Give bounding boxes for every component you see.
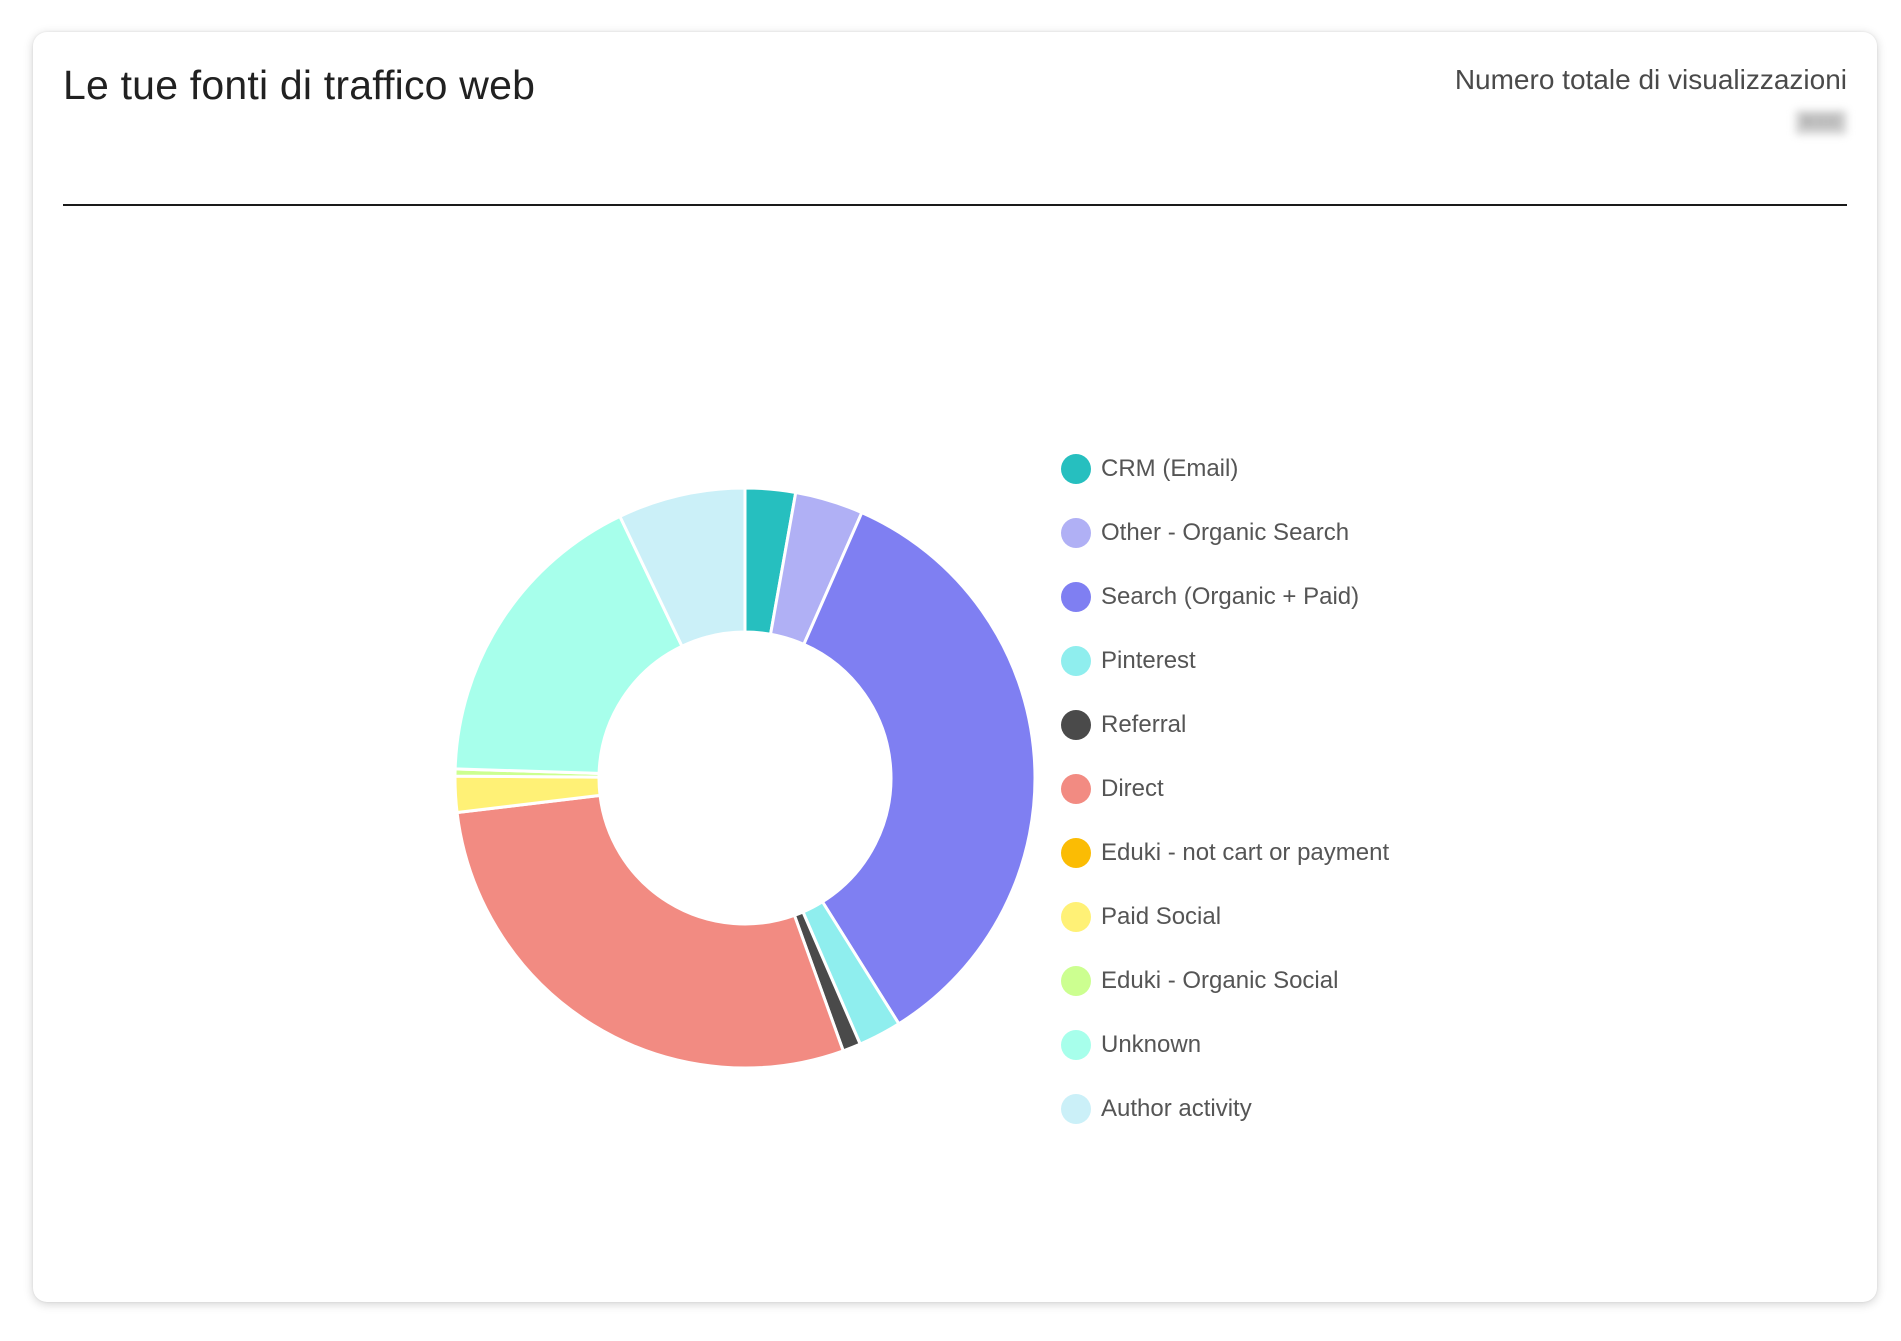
total-views-value: 8000: [1794, 110, 1847, 135]
legend-swatch: [1061, 966, 1091, 996]
legend-label: Eduki - Organic Social: [1101, 967, 1339, 994]
legend-label: CRM (Email): [1101, 455, 1239, 482]
legend-label: Other - Organic Search: [1101, 519, 1350, 546]
legend-label: Search (Organic + Paid): [1101, 583, 1360, 610]
traffic-sources-card: Le tue fonti di traffico web Numero tota…: [33, 32, 1877, 1302]
total-views-label: Numero totale di visualizzazioni: [1454, 64, 1847, 95]
legend-label: Pinterest: [1101, 647, 1196, 674]
legend-swatch: [1061, 774, 1091, 804]
card-title: Le tue fonti di traffico web: [63, 62, 536, 108]
legend-item-eduki-not-cart-or-payment[interactable]: Eduki - not cart or payment: [1061, 821, 1389, 885]
legend-item-author-activity[interactable]: Author activity: [1061, 1077, 1389, 1141]
legend-item-unknown[interactable]: Unknown: [1061, 1013, 1389, 1077]
total-views-block: Numero totale di visualizzazioni 8000: [1455, 64, 1847, 135]
legend-swatch: [1061, 1094, 1091, 1124]
legend-swatch: [1061, 710, 1091, 740]
legend-item-crm-email[interactable]: CRM (Email): [1061, 437, 1389, 501]
legend-item-referral[interactable]: Referral: [1061, 693, 1389, 757]
legend-label: Author activity: [1101, 1095, 1252, 1122]
chart-legend: CRM (Email) Other - Organic Search Search …: [1061, 437, 1389, 1141]
legend-item-other-organic-search[interactable]: Other - Organic Search: [1061, 501, 1389, 565]
legend-label: Referral: [1101, 711, 1187, 738]
legend-item-direct[interactable]: Direct: [1061, 757, 1389, 821]
legend-swatch: [1061, 1030, 1091, 1060]
legend-item-pinterest[interactable]: Pinterest: [1061, 629, 1389, 693]
legend-swatch: [1061, 454, 1091, 484]
legend-swatch: [1061, 902, 1091, 932]
legend-item-paid-social[interactable]: Paid Social: [1061, 885, 1389, 949]
slice-direct[interactable]: [455, 793, 846, 1070]
legend-swatch: [1061, 518, 1091, 548]
legend-swatch: [1061, 838, 1091, 868]
legend-swatch: [1061, 582, 1091, 612]
legend-label: Direct: [1101, 775, 1164, 802]
legend-label: Unknown: [1101, 1031, 1202, 1058]
legend-swatch: [1061, 646, 1091, 676]
header-divider: [63, 204, 1847, 206]
legend-label: Eduki - not cart or payment: [1101, 839, 1390, 866]
legend-item-search-organic-paid[interactable]: Search (Organic + Paid): [1061, 565, 1389, 629]
legend-item-eduki-organic-social[interactable]: Eduki - Organic Social: [1061, 949, 1389, 1013]
legend-label: Paid Social: [1101, 903, 1222, 930]
slice-unknown[interactable]: [453, 514, 685, 775]
slice-search-organic-paid[interactable]: [801, 510, 1037, 1026]
traffic-donut-chart: [453, 486, 1037, 1070]
slice-author-activity[interactable]: [617, 486, 747, 649]
